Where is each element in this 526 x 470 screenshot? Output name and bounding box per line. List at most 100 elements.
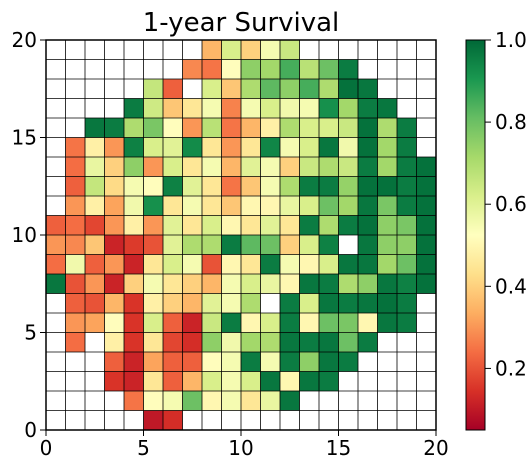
heatmap-cell xyxy=(65,196,85,216)
heatmap-cell xyxy=(163,79,183,99)
x-tick-label: 10 xyxy=(228,436,253,460)
heatmap-cell xyxy=(299,176,319,196)
heatmap-cell xyxy=(280,235,300,255)
heatmap-cell xyxy=(202,59,222,79)
heatmap-cell xyxy=(319,254,339,274)
heatmap-cell xyxy=(338,332,358,352)
heatmap-cell xyxy=(46,215,66,235)
heatmap-cell xyxy=(358,313,378,333)
heatmap-cell xyxy=(202,274,222,294)
heatmap-cell xyxy=(221,371,241,391)
heatmap-cell xyxy=(163,98,183,118)
heatmap-cell xyxy=(299,196,319,216)
heatmap-cell xyxy=(65,293,85,313)
heatmap-cell xyxy=(416,157,436,177)
heatmap-grid-lines xyxy=(46,40,436,430)
heatmap-cell xyxy=(319,59,339,79)
heatmap-cell xyxy=(202,352,222,372)
heatmap-cell xyxy=(241,235,261,255)
heatmap-cell xyxy=(377,118,397,138)
heatmap-cell xyxy=(163,118,183,138)
heatmap-cell xyxy=(104,274,124,294)
heatmap-cell xyxy=(397,313,417,333)
heatmap-cell xyxy=(143,98,163,118)
heatmap-cell xyxy=(85,40,105,60)
heatmap-cell xyxy=(358,196,378,216)
heatmap-cell xyxy=(416,274,436,294)
heatmap-cell xyxy=(358,391,378,411)
heatmap-cell xyxy=(221,254,241,274)
heatmap-cell xyxy=(85,274,105,294)
heatmap-cell xyxy=(163,293,183,313)
heatmap-cell xyxy=(377,176,397,196)
heatmap-cell xyxy=(46,391,66,411)
heatmap-cell xyxy=(397,293,417,313)
heatmap-cell xyxy=(163,196,183,216)
heatmap-cell xyxy=(358,137,378,157)
heatmap-cell xyxy=(260,196,280,216)
heatmap-cell xyxy=(319,332,339,352)
heatmap-cell xyxy=(319,410,339,430)
colorbar-tick-label: 1.0 xyxy=(495,28,526,52)
heatmap-cell xyxy=(104,352,124,372)
heatmap-cell xyxy=(143,274,163,294)
heatmap-cell xyxy=(143,137,163,157)
heatmap-cell xyxy=(163,215,183,235)
colorbar-tick-label: 0.4 xyxy=(495,274,526,298)
heatmap-cell xyxy=(182,157,202,177)
heatmap-cell xyxy=(85,59,105,79)
heatmap-cell xyxy=(85,371,105,391)
heatmap-cell xyxy=(85,352,105,372)
heatmap-cell xyxy=(280,196,300,216)
heatmap-cell xyxy=(163,59,183,79)
heatmap-cell xyxy=(46,235,66,255)
heatmap-cell xyxy=(221,332,241,352)
x-tick-label: 0 xyxy=(40,436,53,460)
heatmap-cell xyxy=(416,79,436,99)
heatmap-cell xyxy=(85,176,105,196)
heatmap-cell xyxy=(358,293,378,313)
heatmap-cell xyxy=(163,274,183,294)
heatmap-cell xyxy=(338,118,358,138)
heatmap-cell xyxy=(260,79,280,99)
heatmap-cell xyxy=(104,215,124,235)
heatmap-cell xyxy=(299,79,319,99)
heatmap-cell xyxy=(163,176,183,196)
heatmap-cell xyxy=(377,371,397,391)
heatmap-cell xyxy=(241,79,261,99)
colorbar xyxy=(465,39,486,431)
heatmap-cell xyxy=(358,371,378,391)
heatmap-cell xyxy=(358,352,378,372)
heatmap-cell xyxy=(143,235,163,255)
heatmap-cell xyxy=(299,235,319,255)
heatmap-cell xyxy=(182,196,202,216)
y-tick-label: 5 xyxy=(24,321,37,345)
heatmap-cell xyxy=(163,235,183,255)
heatmap-cell xyxy=(299,254,319,274)
heatmap-cell xyxy=(299,410,319,430)
heatmap-cell xyxy=(338,352,358,372)
heatmap-cell xyxy=(46,293,66,313)
heatmap-cell xyxy=(143,254,163,274)
heatmap-cell xyxy=(338,254,358,274)
heatmap-cell xyxy=(377,332,397,352)
heatmap-cell xyxy=(182,313,202,333)
heatmap-cell xyxy=(104,157,124,177)
chart-title: 1-year Survival xyxy=(143,8,340,38)
heatmap-cell xyxy=(319,157,339,177)
heatmap-cell xyxy=(241,176,261,196)
heatmap-cell xyxy=(397,235,417,255)
heatmap-cell xyxy=(338,313,358,333)
heatmap-cell xyxy=(124,118,144,138)
heatmap-cell xyxy=(46,352,66,372)
heatmap-cell xyxy=(241,59,261,79)
heatmap-cell xyxy=(221,40,241,60)
heatmap-cell xyxy=(182,40,202,60)
heatmap-cell xyxy=(280,59,300,79)
heatmap-cell xyxy=(280,118,300,138)
heatmap-cell xyxy=(221,137,241,157)
heatmap-cell xyxy=(241,196,261,216)
heatmap-cell xyxy=(377,391,397,411)
heatmap-cell xyxy=(221,176,241,196)
heatmap-cell xyxy=(65,313,85,333)
